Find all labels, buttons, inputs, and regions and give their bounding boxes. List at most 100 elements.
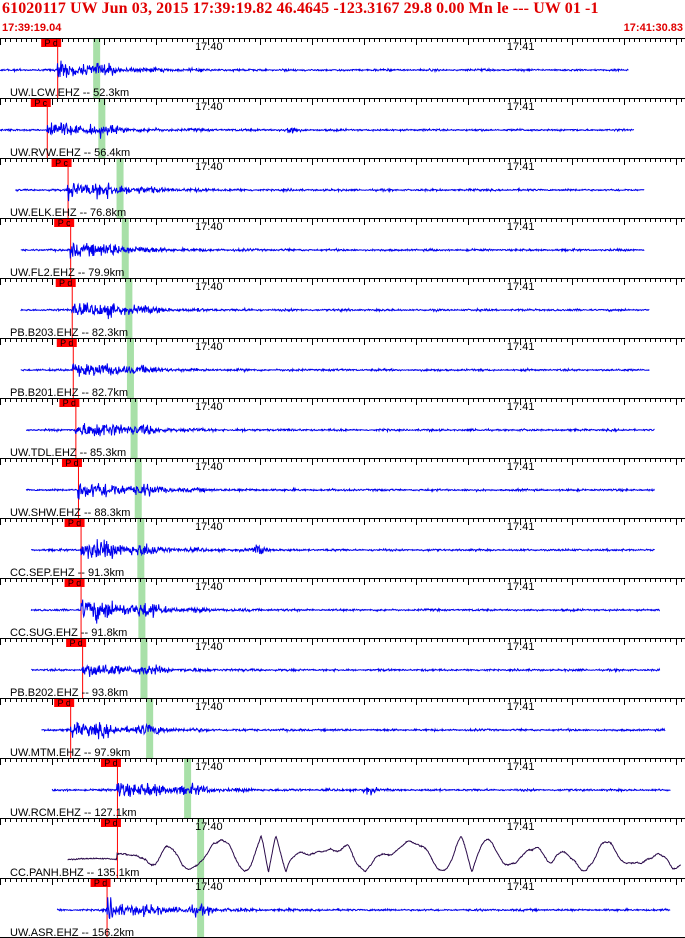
station-label: UW.TDL.EHZ -- 85.3km	[10, 447, 126, 459]
minute-label: 17:41	[507, 281, 535, 293]
minute-label: 17:41	[507, 101, 535, 113]
p-pick-label: P d	[69, 638, 82, 648]
s-phase-window	[130, 399, 138, 458]
p-pick-flag[interactable]	[61, 459, 82, 467]
minute-label: 17:40	[195, 641, 223, 653]
waveform-trace	[31, 539, 655, 559]
p-pick-flag[interactable]	[54, 699, 75, 707]
event-header: 61020117 UW Jun 03, 2015 17:39:19.82 46.…	[0, 0, 685, 38]
minute-label: 17:40	[195, 761, 223, 773]
minute-label: 17:41	[507, 41, 535, 53]
station-label: CC.SEP.EHZ -- 91.3km	[10, 567, 124, 579]
station-label: PB.B202.EHZ -- 93.8km	[10, 687, 128, 699]
p-pick-flag[interactable]	[56, 339, 77, 347]
p-pick-label: P d	[57, 698, 70, 708]
waveform-trace	[25, 423, 655, 437]
p-pick-label: P d	[59, 278, 72, 288]
minute-label: 17:40	[195, 461, 223, 473]
station-panel: 17:40 17:41 P d UW.LCW.EHZ -- 52.3km	[0, 38, 685, 99]
p-pick-flag[interactable]	[51, 159, 72, 167]
minute-label: 17:40	[195, 341, 223, 353]
minute-label: 17:41	[507, 461, 535, 473]
minute-label: 17:41	[507, 581, 535, 593]
p-pick-flag[interactable]	[54, 219, 75, 227]
waveform-trace	[0, 122, 635, 139]
s-phase-window	[197, 819, 205, 878]
station-panel: 17:40 17:41 P d CC.SEP.EHZ -- 91.3km	[0, 518, 685, 579]
s-phase-window	[134, 459, 142, 518]
minute-label: 17:41	[507, 641, 535, 653]
station-panel: 17:40 17:41 P d PB.B201.EHZ -- 82.7km	[0, 338, 685, 399]
minute-label: 17:41	[507, 701, 535, 713]
p-pick-flag[interactable]	[41, 39, 62, 47]
minute-label: 17:41	[507, 161, 535, 173]
minute-label: 17:40	[195, 161, 223, 173]
minute-label: 17:41	[507, 881, 535, 893]
p-pick-label: P c	[55, 158, 68, 168]
station-panel: 17:40 17:41 P c UW.RVW.EHZ -- 56.4km	[0, 98, 685, 159]
p-pick-flag[interactable]	[55, 279, 76, 287]
minute-label: 17:40	[195, 581, 223, 593]
p-pick-label: P d	[104, 818, 117, 828]
p-pick-label: P d	[68, 518, 81, 528]
p-pick-flag[interactable]	[90, 879, 111, 887]
station-label: PB.B201.EHZ -- 82.7km	[10, 387, 128, 399]
p-pick-flag[interactable]	[59, 399, 80, 407]
p-pick-label: P d	[65, 458, 78, 468]
s-phase-window	[146, 699, 154, 758]
minute-label: 17:40	[195, 521, 223, 533]
minute-label: 17:41	[507, 221, 535, 233]
station-panel: 17:40 17:41 P d UW.TDL.EHZ -- 85.3km	[0, 398, 685, 459]
minute-label: 17:40	[195, 881, 223, 893]
station-label: PB.B203.EHZ -- 82.3km	[10, 327, 128, 339]
station-panel: 17:40 17:41 P d PB.B203.EHZ -- 82.3km	[0, 278, 685, 339]
minute-label: 17:40	[195, 821, 223, 833]
station-label: UW.LCW.EHZ -- 52.3km	[10, 87, 129, 99]
p-pick-flag[interactable]	[30, 99, 51, 107]
minute-label: 17:41	[507, 341, 535, 353]
p-pick-label: P d	[94, 878, 107, 888]
waveform-trace	[41, 721, 666, 740]
p-pick-flag[interactable]	[100, 759, 121, 767]
p-pick-flag[interactable]	[64, 519, 85, 527]
waveform-trace	[67, 834, 682, 873]
minute-label: 17:41	[507, 401, 535, 413]
waveform-trace	[0, 60, 629, 78]
station-panel: 17:40 17:41 P d UW.ASR.EHZ -- 156.2km	[0, 878, 685, 938]
minute-label: 17:41	[507, 761, 535, 773]
station-panel: 17:40 17:41 P d UW.RCM.EHZ -- 127.1km	[0, 758, 685, 819]
p-pick-flag[interactable]	[64, 579, 85, 587]
station-label: UW.SHW.EHZ -- 88.3km	[10, 507, 130, 519]
s-phase-window	[121, 219, 129, 278]
p-pick-label: P d	[44, 38, 57, 48]
p-pick-flag[interactable]	[100, 819, 121, 827]
p-pick-label: P d	[104, 758, 117, 768]
waveform-trace	[51, 782, 671, 798]
minute-label: 17:40	[195, 401, 223, 413]
station-panel: 17:40 17:41 P c UW.FL2.EHZ -- 79.9km	[0, 218, 685, 279]
waveform-trace	[15, 182, 645, 202]
s-phase-window	[125, 279, 133, 338]
minute-label: 17:40	[195, 281, 223, 293]
window-end-time: 17:41:30.83	[623, 22, 683, 34]
p-pick-flag[interactable]	[66, 639, 87, 647]
waveform-trace	[56, 897, 671, 920]
station-label: CC.SUG.EHZ -- 91.8km	[10, 627, 127, 639]
minute-label: 17:41	[507, 521, 535, 533]
station-panel: 17:40 17:41 P d UW.MTM.EHZ -- 97.9km	[0, 698, 685, 759]
minute-label: 17:40	[195, 221, 223, 233]
station-label: UW.ELK.EHZ -- 76.8km	[10, 207, 126, 219]
s-phase-window	[126, 339, 134, 398]
p-pick-label: P c	[34, 98, 47, 108]
p-pick-label: P c	[58, 218, 71, 228]
p-pick-label: P d	[60, 338, 73, 348]
waveform-trace	[20, 302, 650, 320]
station-label: UW.RCM.EHZ -- 127.1km	[10, 807, 137, 819]
station-panel: 17:40 17:41 P d PB.B202.EHZ -- 93.8km	[0, 638, 685, 699]
waveform-trace	[25, 482, 655, 500]
window-start-time: 17:39:19.04	[2, 22, 62, 34]
waveform-trace	[20, 362, 650, 377]
minute-label: 17:41	[507, 821, 535, 833]
waveform-trace	[31, 664, 661, 678]
station-panel: 17:40 17:41 P c UW.ELK.EHZ -- 76.8km	[0, 158, 685, 219]
